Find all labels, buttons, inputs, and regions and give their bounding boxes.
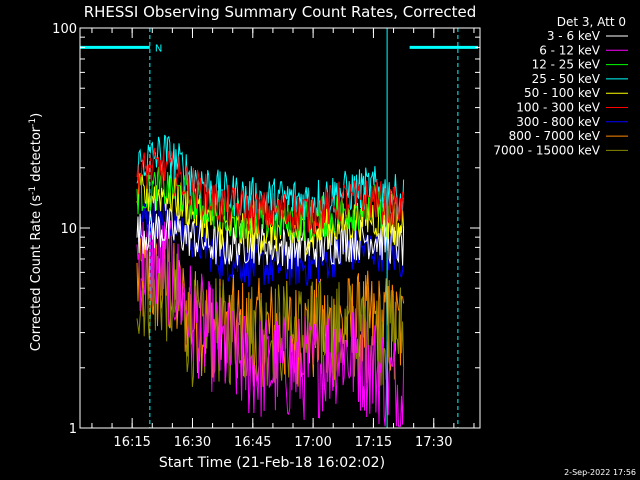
generation-timestamp: 2-Sep-2022 17:56 <box>564 468 636 477</box>
series-line-1 <box>136 220 405 427</box>
legend-label-5: 100 - 300 keV <box>516 101 600 115</box>
x-tick-label-5: 17:30 <box>415 435 452 450</box>
x-tick-label-1: 16:30 <box>174 435 211 450</box>
y-axis-label-end: ) <box>29 113 44 118</box>
series-line-5 <box>136 147 405 236</box>
y-axis-label-mid: detector <box>29 126 44 186</box>
x-tick-label-3: 17:00 <box>294 435 331 450</box>
legend-label-4: 50 - 100 keV <box>524 86 601 100</box>
y-axis-label: Corrected Count Rate (s-1 detector-1) <box>28 113 44 351</box>
legend-header: Det 3, Att 0 <box>557 15 626 29</box>
chart-title: RHESSI Observing Summary Count Rates, Co… <box>84 3 477 21</box>
legend-label-6: 300 - 800 keV <box>516 115 600 129</box>
night-marker-label: N <box>155 43 162 54</box>
legend-label-8: 7000 - 15000 keV <box>493 143 600 157</box>
x-tick-label-2: 16:45 <box>234 435 271 450</box>
y-axis-label-sup1: -1 <box>28 186 38 195</box>
series-line-3 <box>136 134 405 221</box>
legend-label-1: 6 - 12 keV <box>539 43 601 57</box>
legend-label-0: 3 - 6 keV <box>547 29 601 43</box>
y-axis-label-main: Corrected Count Rate (s <box>29 195 44 352</box>
x-axis: 16:15 16:30 16:45 17:00 17:15 17:30 <box>91 28 475 450</box>
x-axis-label: Start Time (21-Feb-18 16:02:02) <box>159 455 385 471</box>
legend-label-7: 800 - 7000 keV <box>509 129 601 143</box>
series-line-0 <box>136 207 405 270</box>
y-axis-label-sup2: -1 <box>28 118 38 127</box>
y-tick-label-1: 10 <box>60 222 77 237</box>
legend-label-2: 12 - 25 keV <box>532 58 601 72</box>
x-tick-label-0: 16:15 <box>113 435 150 450</box>
y-axis: 1 10 100 <box>52 22 480 437</box>
y-tick-label-0: 1 <box>69 422 77 437</box>
series-line-2 <box>136 166 405 242</box>
series-line-8 <box>136 238 405 388</box>
legend-label-3: 25 - 50 keV <box>532 72 601 86</box>
x-tick-label-4: 17:15 <box>355 435 392 450</box>
series-group <box>136 134 405 427</box>
y-tick-label-2: 100 <box>52 22 77 37</box>
